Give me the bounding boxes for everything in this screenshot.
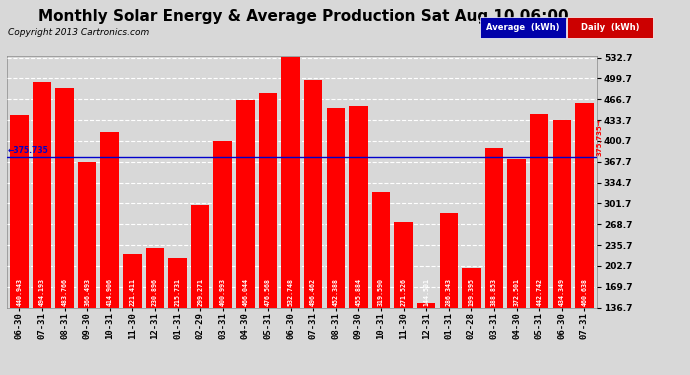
Text: 466.044: 466.044: [242, 278, 248, 306]
Bar: [213, 141, 232, 308]
Bar: [417, 303, 435, 307]
Bar: [32, 82, 51, 308]
Bar: [55, 88, 74, 308]
Text: Copyright 2013 Cartronics.com: Copyright 2013 Cartronics.com: [8, 28, 150, 37]
Text: Average  (kWh): Average (kWh): [486, 22, 560, 32]
Text: 299.271: 299.271: [197, 278, 203, 306]
Text: 215.731: 215.731: [175, 278, 181, 306]
Bar: [507, 159, 526, 308]
Text: 440.943: 440.943: [17, 278, 22, 306]
Bar: [304, 80, 322, 308]
Text: 388.853: 388.853: [491, 278, 497, 306]
Text: 319.590: 319.590: [378, 278, 384, 306]
Bar: [553, 120, 571, 308]
Bar: [282, 57, 300, 308]
Text: 414.906: 414.906: [107, 278, 112, 306]
Bar: [575, 103, 593, 308]
Text: 455.884: 455.884: [355, 278, 362, 306]
Text: 460.638: 460.638: [582, 278, 587, 306]
Bar: [326, 108, 345, 307]
Bar: [101, 132, 119, 308]
Bar: [485, 148, 503, 308]
Text: 375.735→: 375.735→: [597, 118, 603, 156]
Text: 442.742: 442.742: [536, 278, 542, 306]
Text: 366.493: 366.493: [84, 278, 90, 306]
Text: Daily  (kWh): Daily (kWh): [581, 22, 640, 32]
Bar: [394, 222, 413, 308]
Bar: [168, 258, 187, 307]
Text: 271.526: 271.526: [401, 278, 406, 306]
Text: 452.388: 452.388: [333, 278, 339, 306]
Text: 286.343: 286.343: [446, 278, 452, 306]
Text: 400.993: 400.993: [219, 278, 226, 306]
Bar: [236, 100, 255, 308]
Bar: [372, 192, 391, 308]
Text: 221.411: 221.411: [129, 278, 135, 306]
Text: 434.349: 434.349: [559, 278, 565, 306]
Bar: [259, 93, 277, 308]
Text: 476.568: 476.568: [265, 278, 271, 306]
Text: 494.193: 494.193: [39, 278, 45, 306]
Bar: [191, 205, 210, 308]
Bar: [78, 162, 97, 308]
Text: 496.462: 496.462: [310, 278, 316, 306]
Text: 372.501: 372.501: [513, 278, 520, 306]
Bar: [440, 213, 458, 308]
Text: ←375.735: ←375.735: [8, 146, 49, 155]
Bar: [349, 106, 368, 307]
Bar: [530, 114, 549, 308]
Text: 144.501: 144.501: [423, 278, 429, 306]
Bar: [123, 254, 141, 308]
Text: Monthly Solar Energy & Average Production Sat Aug 10 06:00: Monthly Solar Energy & Average Productio…: [38, 9, 569, 24]
Bar: [146, 248, 164, 308]
Text: 532.748: 532.748: [288, 278, 293, 306]
Text: 199.395: 199.395: [469, 278, 475, 306]
Bar: [10, 116, 28, 308]
Bar: [462, 268, 481, 308]
Text: 230.896: 230.896: [152, 278, 158, 306]
Text: 483.766: 483.766: [61, 278, 68, 306]
